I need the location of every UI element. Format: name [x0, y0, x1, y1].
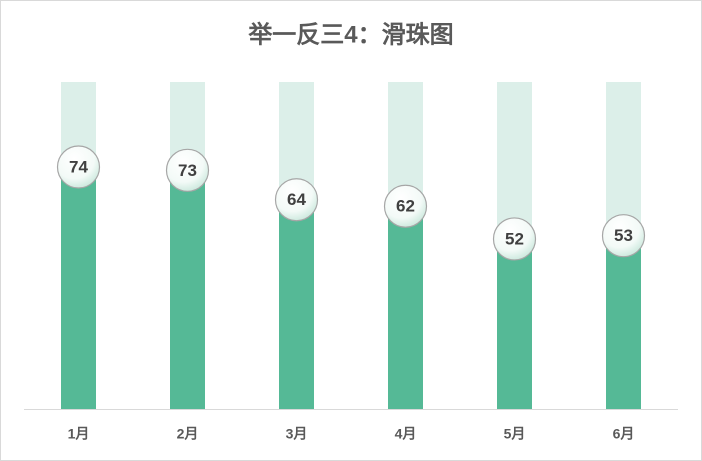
data-label: 73: [178, 161, 197, 180]
bead: [56, 145, 101, 189]
bead: [274, 178, 319, 222]
bar: [170, 170, 205, 409]
data-label: 53: [614, 226, 633, 245]
bar: [388, 206, 423, 409]
bar: [606, 235, 641, 409]
data-label: 74: [69, 158, 88, 177]
bead: [601, 214, 646, 258]
data-label: 52: [505, 229, 524, 248]
x-tick-label: 6月: [613, 426, 635, 442]
x-tick-label: 3月: [286, 426, 308, 442]
chart-title: 举一反三4：滑珠图: [247, 20, 453, 48]
bead: [165, 148, 210, 192]
x-tick-label: 4月: [395, 426, 417, 442]
x-tick-label: 1月: [68, 426, 90, 442]
bar: [279, 199, 314, 409]
bar: [61, 167, 96, 409]
data-label: 64: [287, 190, 306, 209]
x-tick-label: 2月: [177, 426, 199, 442]
bead: [492, 217, 537, 261]
x-tick-label: 5月: [504, 426, 526, 442]
data-label: 62: [396, 197, 415, 216]
bead: [383, 184, 428, 228]
bar: [497, 238, 532, 409]
